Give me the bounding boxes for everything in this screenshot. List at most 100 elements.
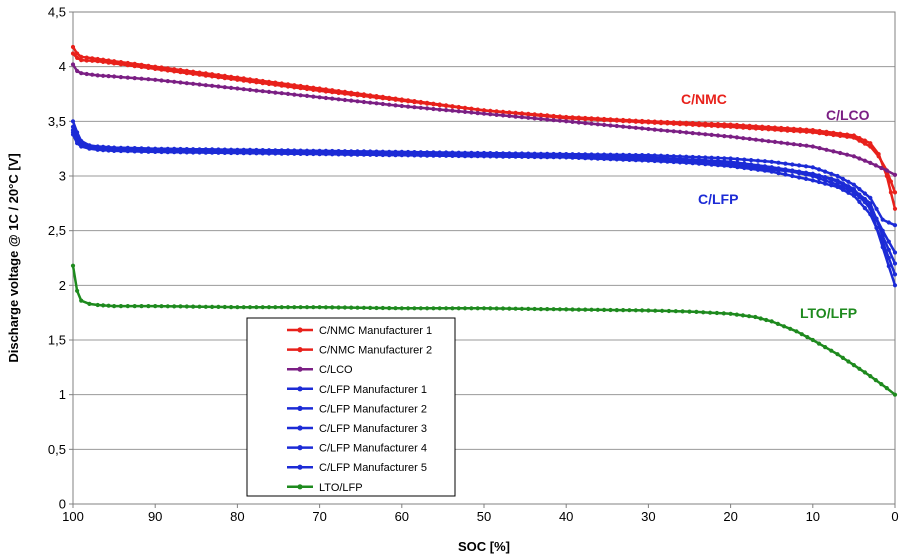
- data-point: [602, 155, 607, 160]
- data-point: [892, 392, 898, 397]
- data-point: [336, 305, 341, 310]
- data-point: [513, 114, 518, 119]
- series-line: [71, 46, 897, 210]
- data-point: [797, 169, 802, 174]
- data-point: [783, 172, 788, 177]
- data-point: [475, 306, 480, 311]
- data-point: [658, 128, 664, 133]
- data-point: [425, 101, 430, 106]
- data-point: [380, 305, 385, 311]
- data-point: [178, 70, 183, 75]
- legend-marker: [297, 347, 303, 353]
- data-point: [368, 305, 373, 310]
- data-point: [393, 306, 398, 311]
- series-lto-lfp: [70, 263, 898, 397]
- data-point: [627, 125, 632, 130]
- data-point: [816, 341, 822, 346]
- data-point: [159, 78, 164, 83]
- data-point: [868, 160, 873, 165]
- data-point: [760, 126, 765, 131]
- data-point: [671, 129, 676, 134]
- data-point: [551, 307, 556, 312]
- data-point: [197, 82, 202, 87]
- data-point: [838, 133, 843, 138]
- data-point: [387, 151, 392, 157]
- data-point: [728, 134, 733, 139]
- data-point: [317, 150, 322, 156]
- data-point: [608, 123, 613, 128]
- data-point: [608, 307, 613, 313]
- data-point: [475, 111, 480, 116]
- data-point: [191, 81, 196, 86]
- data-point: [829, 171, 834, 176]
- data-point: [734, 312, 739, 317]
- data-point: [545, 307, 550, 312]
- data-point: [785, 128, 790, 133]
- data-point: [728, 156, 733, 161]
- legend-marker: [297, 484, 303, 490]
- data-point: [779, 128, 784, 133]
- data-point: [790, 168, 795, 173]
- data-point: [557, 307, 563, 312]
- data-point: [118, 147, 123, 152]
- data-point: [665, 157, 670, 162]
- data-point: [235, 86, 240, 91]
- data-point: [125, 75, 130, 80]
- data-point: [494, 306, 499, 311]
- data-point: [816, 173, 822, 178]
- data-point: [488, 112, 493, 117]
- legend-item: C/LFP Manufacturer 5: [287, 462, 427, 474]
- data-point: [481, 306, 487, 311]
- data-point: [70, 44, 76, 50]
- data-point: [753, 137, 759, 142]
- data-point: [873, 378, 878, 383]
- data-point: [393, 103, 398, 108]
- x-tick-label: 0: [891, 509, 898, 524]
- data-point: [456, 109, 461, 114]
- data-point: [247, 150, 253, 155]
- series-line: [71, 126, 897, 254]
- data-point: [734, 125, 740, 130]
- data-point: [742, 162, 747, 167]
- data-point: [241, 78, 246, 83]
- data-point: [583, 117, 588, 122]
- data-point: [874, 206, 879, 211]
- data-point: [431, 306, 436, 311]
- legend-marker: [297, 327, 303, 333]
- data-point: [653, 308, 658, 313]
- data-point: [640, 126, 645, 131]
- data-point: [292, 150, 297, 155]
- data-point: [526, 306, 531, 311]
- data-point: [810, 165, 815, 170]
- data-point: [741, 125, 746, 130]
- data-point: [742, 157, 747, 162]
- data-point: [412, 105, 417, 110]
- data-point: [835, 179, 840, 184]
- data-point: [851, 182, 857, 187]
- data-point: [494, 112, 499, 117]
- data-point: [608, 155, 613, 160]
- legend-item: C/LFP Manufacturer 4: [287, 443, 427, 455]
- x-tick-label: 90: [148, 509, 162, 524]
- data-point: [595, 307, 600, 312]
- data-point: [342, 151, 347, 156]
- data-point: [210, 149, 215, 154]
- data-point: [703, 132, 708, 137]
- data-point: [298, 305, 303, 310]
- data-point: [589, 307, 594, 312]
- data-point: [526, 115, 531, 120]
- data-point: [783, 161, 788, 166]
- data-point: [640, 156, 645, 161]
- data-point: [810, 144, 815, 149]
- data-point: [118, 75, 123, 80]
- data-point: [868, 374, 873, 379]
- data-point: [721, 311, 726, 316]
- data-point: [254, 80, 259, 85]
- data-point: [829, 183, 834, 188]
- data-point: [862, 158, 868, 163]
- data-point: [70, 124, 76, 129]
- data-point: [576, 116, 581, 121]
- y-tick-label: 3,5: [48, 114, 66, 129]
- data-point: [132, 148, 137, 153]
- data-point: [292, 92, 297, 97]
